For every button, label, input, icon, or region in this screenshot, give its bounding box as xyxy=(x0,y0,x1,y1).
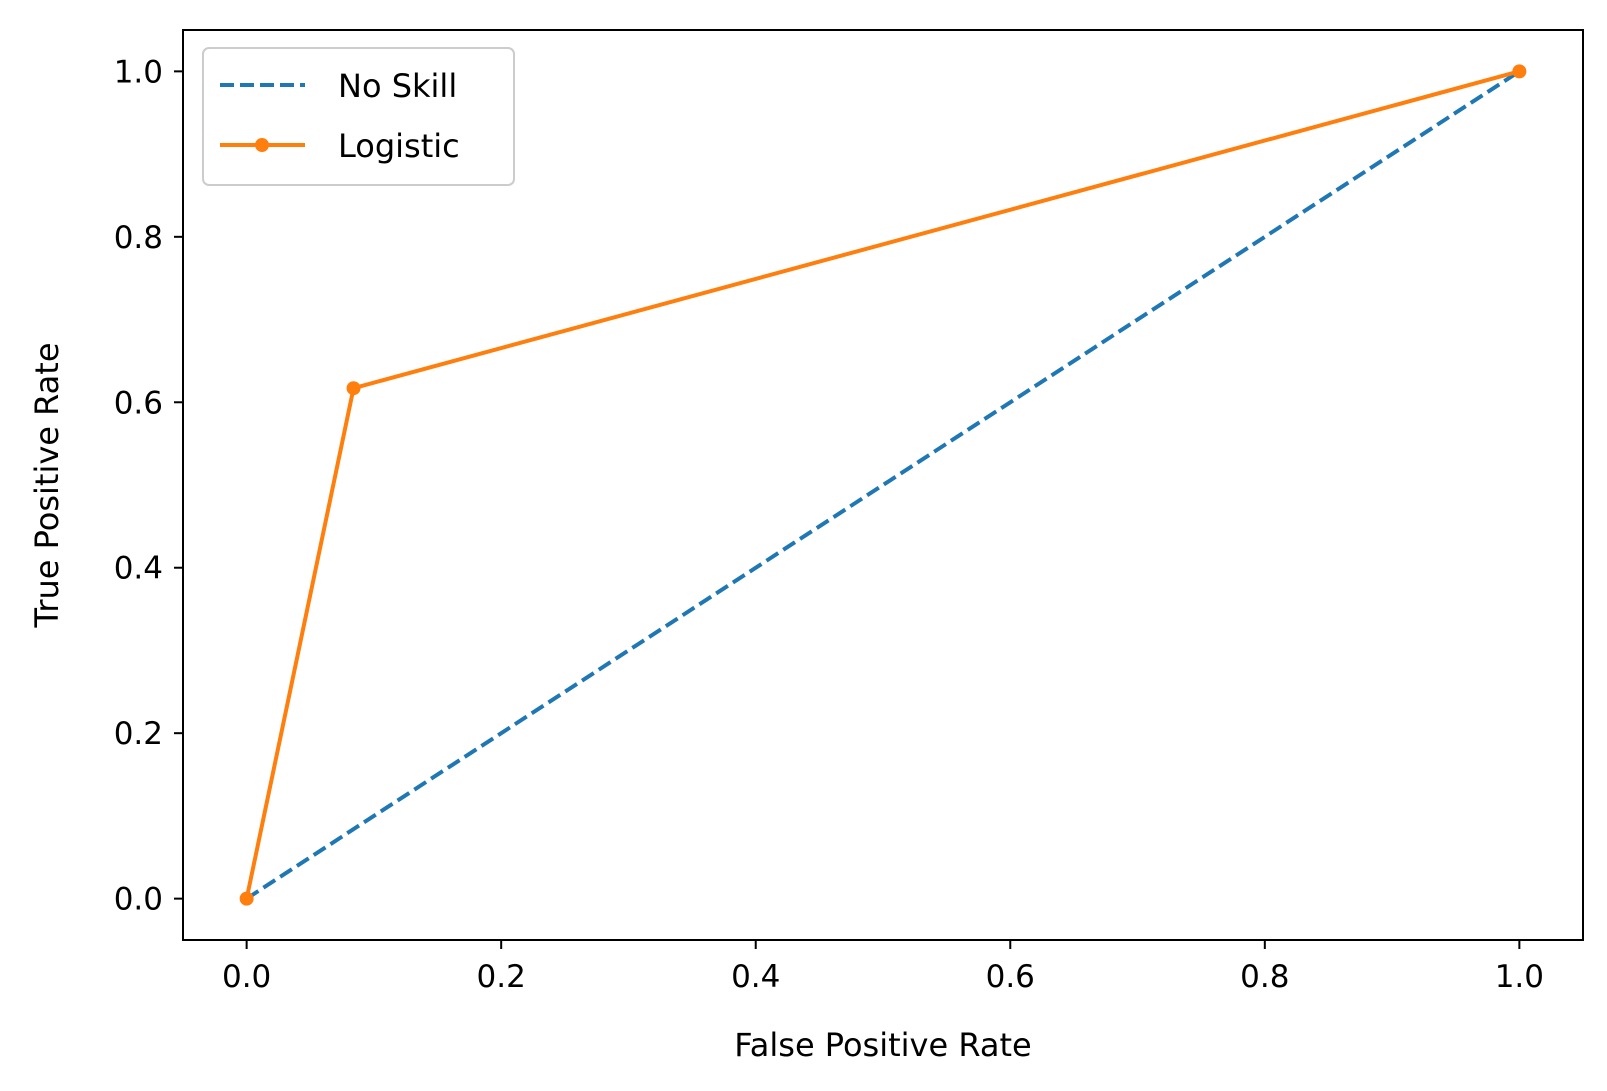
data-point-logistic xyxy=(239,891,254,906)
legend-box xyxy=(202,47,515,186)
plot-area-frame xyxy=(182,29,1584,941)
x-axis-ticks: 0.0 0.2 0.4 0.6 0.8 1.0 xyxy=(222,940,1544,995)
y-axis-ticks: 0.0 0.2 0.4 0.6 0.8 1.0 xyxy=(114,54,183,918)
y-tick-label: 0.8 xyxy=(114,220,163,256)
legend-marker-logistic xyxy=(255,138,269,152)
y-tick-label: 1.0 xyxy=(114,54,163,90)
y-tick-label: 0.6 xyxy=(114,385,163,421)
y-tick-label: 0.4 xyxy=(114,551,163,587)
data-point-logistic xyxy=(1512,64,1527,79)
y-axis-label: True Positive Rate xyxy=(28,342,66,628)
x-tick-label: 0.2 xyxy=(477,959,526,995)
series-line-no-skill xyxy=(245,69,1521,901)
x-tick-label: 0.4 xyxy=(731,959,780,995)
x-tick-label: 0.8 xyxy=(1240,959,1289,995)
x-axis-label: False Positive Rate xyxy=(734,1026,1031,1064)
y-tick-label: 0.0 xyxy=(114,882,163,918)
legend-label-no-skill: No Skill xyxy=(338,67,457,105)
x-tick-label: 1.0 xyxy=(1495,959,1544,995)
y-tick-label: 0.2 xyxy=(114,716,163,752)
x-tick-label: 0.6 xyxy=(986,959,1035,995)
series-layer xyxy=(239,64,1527,906)
x-tick-label: 0.0 xyxy=(222,959,271,995)
data-point-logistic xyxy=(346,381,361,396)
legend: No Skill Logistic xyxy=(202,47,515,186)
legend-label-logistic: Logistic xyxy=(338,127,460,165)
